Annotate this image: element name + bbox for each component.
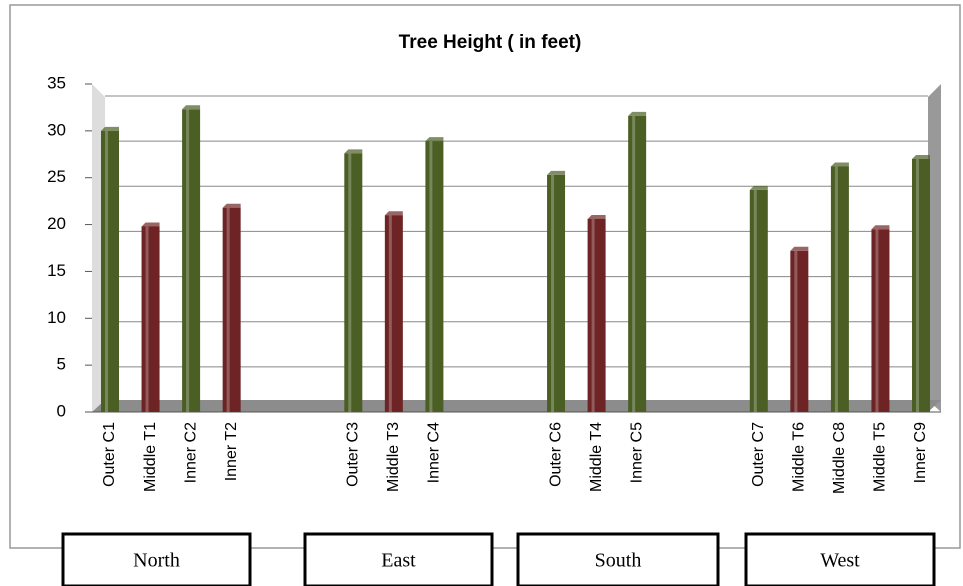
bar-front (547, 174, 566, 412)
bar-front (871, 229, 890, 412)
x-tick-label: Middle T6 (791, 422, 808, 492)
bar-front (344, 153, 363, 412)
bar (141, 222, 160, 412)
right-wall (928, 84, 941, 412)
y-tick-label: 35 (47, 73, 66, 92)
bar-highlight (226, 207, 230, 412)
bar-top (628, 111, 647, 116)
bar-top (749, 185, 768, 190)
bar-top (871, 225, 890, 230)
x-tick-label: Inner C2 (182, 422, 199, 483)
bar (871, 225, 890, 412)
x-tick-label: Inner C5 (628, 422, 645, 483)
bar-top (344, 149, 363, 154)
bar-top (182, 105, 201, 110)
y-tick-label: 5 (57, 355, 66, 374)
bar (830, 162, 849, 412)
x-tick-label: Middle C8 (831, 422, 848, 494)
bar (587, 214, 606, 412)
bar-highlight (632, 115, 636, 412)
bar-highlight (105, 130, 108, 412)
x-tick-label: Inner T2 (223, 422, 240, 481)
bar-front (830, 166, 849, 412)
x-tick-label: Middle T5 (872, 422, 889, 492)
group-label: South (595, 550, 642, 572)
group-box (61, 532, 252, 586)
bar-front (790, 250, 809, 412)
x-tick-label: Outer C7 (750, 422, 767, 487)
bar-front (587, 218, 606, 412)
group-box (744, 532, 936, 586)
x-tick-label: Outer C3 (345, 422, 362, 487)
bar-front (141, 226, 160, 412)
bar-top (547, 170, 566, 175)
bar-highlight (591, 218, 595, 412)
y-tick-label: 10 (47, 308, 66, 327)
bar-highlight (916, 158, 919, 412)
x-tick-label: Middle T1 (142, 422, 159, 492)
bar-highlight (388, 215, 392, 412)
bar-front (222, 207, 241, 412)
group-label: West (820, 550, 860, 572)
bar-highlight (348, 153, 352, 412)
bar (222, 203, 241, 412)
group-label: North (133, 550, 180, 572)
x-tick-label: Outer C6 (547, 422, 564, 487)
bar-highlight (429, 141, 433, 412)
y-tick-label: 0 (57, 401, 66, 420)
bar-front (912, 158, 930, 412)
bar-highlight (875, 229, 879, 412)
y-tick-label: 20 (47, 214, 66, 233)
bar-highlight (753, 189, 757, 412)
bar-highlight (186, 109, 190, 412)
bar-top (384, 211, 403, 216)
bar (101, 126, 119, 412)
bar (384, 211, 403, 412)
bar-highlight (145, 226, 149, 412)
bar-top (912, 154, 930, 159)
bar-front (628, 115, 647, 412)
bar-front (749, 189, 768, 412)
bar-top (101, 126, 119, 131)
bar-front (384, 215, 403, 412)
x-tick-label: Middle T3 (385, 422, 402, 492)
bar (790, 246, 809, 412)
bar-top (587, 214, 606, 219)
group-box (516, 532, 720, 586)
bar-top (830, 162, 849, 167)
bar (749, 185, 768, 412)
bar-highlight (551, 174, 555, 412)
bar (912, 154, 930, 412)
bar (344, 149, 363, 412)
bar (547, 170, 566, 412)
bar-top (790, 246, 809, 251)
y-tick-label: 25 (47, 167, 66, 186)
floor (92, 400, 941, 412)
x-tick-label: Inner C4 (426, 422, 443, 483)
bar (182, 105, 201, 412)
bar-front (182, 109, 201, 412)
x-tick-label: Inner C9 (912, 422, 929, 483)
bar-top (222, 203, 241, 208)
bar (425, 137, 444, 412)
bar-highlight (794, 250, 798, 412)
chart-title: Tree Height ( in feet) (399, 32, 582, 53)
bar-top (425, 137, 444, 142)
bar-front (101, 130, 119, 412)
group-box (303, 532, 494, 586)
x-tick-label: Middle T4 (588, 422, 605, 492)
bar (628, 111, 647, 412)
x-tick-label: Outer C1 (101, 422, 118, 487)
group-label: East (381, 550, 416, 572)
y-tick-label: 15 (47, 261, 66, 280)
bar-front (425, 141, 444, 412)
bar-top (141, 222, 160, 227)
y-tick-label: 30 (47, 120, 66, 139)
bar-highlight (834, 166, 838, 412)
